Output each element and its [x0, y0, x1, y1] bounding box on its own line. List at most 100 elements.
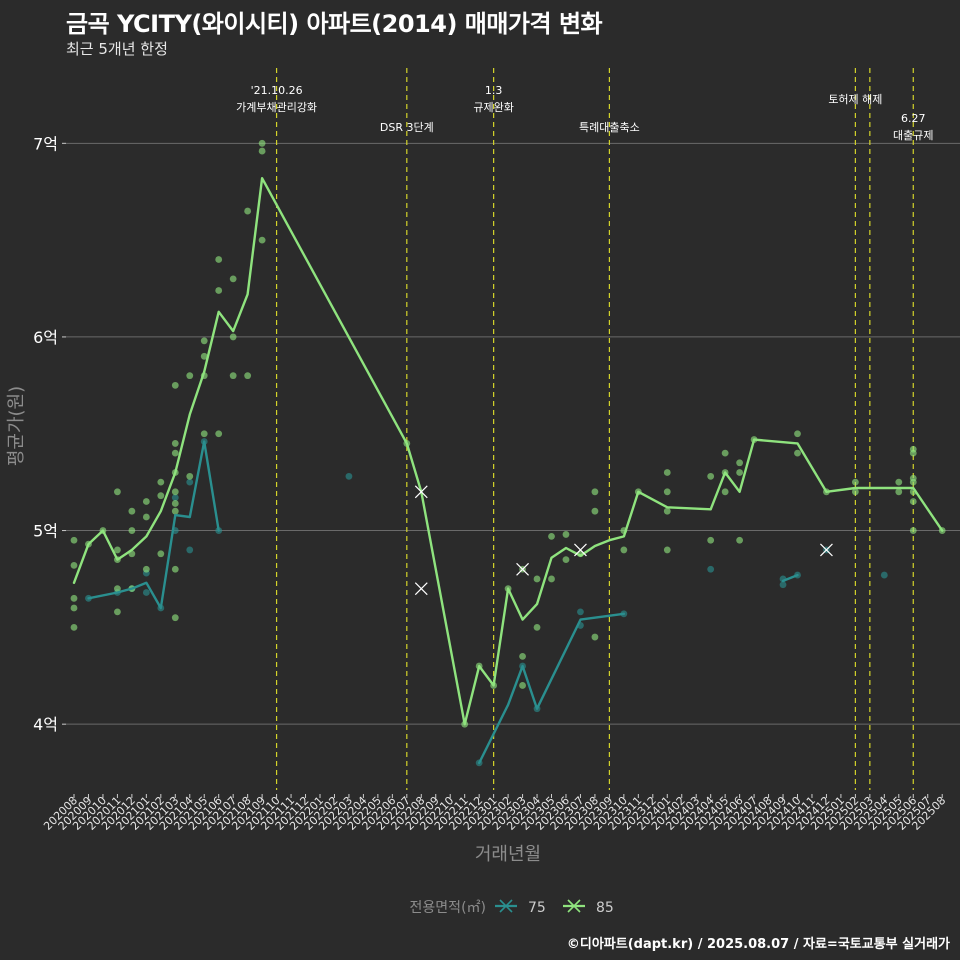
data-point-85: [70, 536, 78, 544]
data-point-85: [171, 449, 179, 457]
data-point-85: [114, 546, 121, 554]
data-point-85: [663, 469, 671, 476]
data-point-85: [200, 337, 208, 345]
data-point-75: [880, 571, 888, 579]
data-point-75: [186, 478, 194, 486]
data-point-85: [258, 147, 266, 155]
legend-label-75: 75: [528, 900, 546, 916]
cross-layer: [414, 485, 833, 596]
y-tick-label: 5억: [33, 522, 58, 541]
cross-marker-75: [820, 543, 833, 557]
data-point-85: [851, 488, 859, 496]
data-point-85: [114, 608, 121, 616]
data-point-85: [215, 430, 223, 438]
axis-layer: 4억5억6억7억20200820200920201020201120201220…: [6, 134, 948, 865]
data-point-85: [229, 372, 237, 380]
data-point-85: [519, 653, 526, 660]
chart-subtitle: 최근 5개년 한정: [66, 40, 168, 58]
data-point-85: [548, 575, 555, 583]
data-point-85: [171, 440, 179, 447]
event-label: 1.3: [485, 84, 503, 97]
data-point-85: [229, 275, 237, 283]
cross-marker-85: [516, 562, 529, 576]
y-axis-title: 평균가(원): [6, 386, 27, 466]
event-label: 대출규제: [893, 129, 933, 142]
source-caption: ©디아파트(dapt.kr) / 2025.08.07 / 자료=국토교통부 실…: [566, 937, 950, 952]
data-point-85: [142, 498, 150, 505]
data-point-75: [186, 546, 194, 554]
data-point-85: [171, 614, 179, 622]
data-point-85: [895, 488, 903, 496]
data-point-85: [200, 430, 208, 438]
data-point-75: [707, 565, 715, 573]
data-point-75: [577, 608, 584, 616]
chart-title: 금곡 YCITY(와이시티) 아파트(2014) 매매가격 변화: [66, 10, 603, 38]
data-point-85: [794, 430, 801, 438]
data-point-85: [157, 478, 165, 486]
data-point-85: [721, 449, 729, 457]
data-point-85: [142, 565, 150, 573]
data-point-85: [157, 492, 165, 500]
data-point-85: [721, 488, 729, 496]
data-point-85: [663, 488, 671, 496]
event-label: '21.10.26: [251, 84, 303, 97]
cross-marker-85: [414, 485, 428, 499]
data-point-85: [215, 287, 223, 294]
data-point-85: [851, 478, 859, 486]
data-point-85: [157, 550, 165, 558]
y-tick-label: 7억: [33, 134, 58, 153]
data-point-85: [533, 623, 541, 631]
data-point-85: [909, 498, 917, 505]
data-point-85: [171, 500, 179, 507]
data-point-85: [171, 565, 179, 573]
legend-label-85: 85: [596, 900, 614, 916]
data-point-85: [519, 682, 526, 689]
grid-layer: [66, 142, 960, 725]
x-axis-title: 거래년월: [475, 844, 541, 865]
series-line-75: [478, 612, 626, 765]
event-label: DSR 3단계: [380, 121, 434, 134]
data-point-85: [229, 333, 237, 341]
data-point-85: [591, 507, 599, 515]
legend-title: 전용면적(㎡): [410, 900, 486, 916]
data-point-85: [171, 507, 179, 515]
event-label: 규제완화: [473, 101, 513, 114]
data-point-85: [909, 449, 917, 457]
data-point-85: [707, 472, 715, 480]
data-point-85: [114, 585, 121, 593]
data-point-85: [707, 536, 715, 544]
data-point-85: [736, 459, 744, 467]
data-point-85: [663, 507, 671, 515]
data-point-85: [70, 562, 78, 569]
data-point-85: [215, 256, 223, 263]
data-point-85: [171, 488, 179, 496]
series-line-85: [72, 177, 944, 726]
y-tick-label: 6억: [33, 328, 58, 347]
data-point-85: [736, 469, 744, 476]
data-point-85: [70, 604, 78, 612]
event-label: 토허제 해제: [828, 92, 882, 106]
data-point-85: [258, 139, 266, 147]
series-line-75: [87, 440, 220, 610]
y-tick-label: 4억: [33, 715, 58, 734]
data-point-75: [142, 589, 150, 596]
event-layer: [275, 68, 914, 790]
data-point-85: [591, 633, 599, 641]
data-point-85: [128, 507, 136, 515]
data-point-85: [244, 207, 252, 215]
data-point-85: [114, 488, 121, 496]
data-point-85: [895, 478, 903, 486]
data-point-85: [186, 472, 194, 480]
event-label: 가계부채관리강화: [236, 101, 317, 114]
data-point-85: [736, 536, 744, 544]
data-point-85: [562, 531, 570, 538]
data-point-75: [171, 494, 179, 502]
data-point-85: [533, 575, 541, 583]
series-line-75: [781, 573, 799, 583]
cross-marker-85: [574, 543, 587, 557]
data-point-85: [128, 527, 136, 534]
data-point-75: [345, 472, 353, 480]
data-point-85: [663, 546, 671, 554]
point-layer: [70, 139, 946, 767]
